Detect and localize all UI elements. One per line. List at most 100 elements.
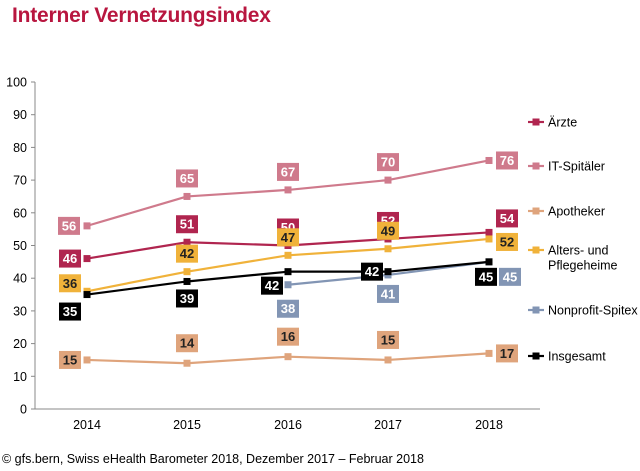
series-5-label-box	[176, 289, 198, 308]
series-2-point	[183, 359, 191, 367]
series-2-point	[284, 353, 292, 361]
legend-marker	[532, 352, 540, 360]
series-4-data-label: 41	[381, 286, 395, 301]
legend-marker	[532, 118, 540, 126]
y-tick-label: 70	[13, 174, 27, 188]
series-5-label-box	[261, 276, 283, 295]
x-tick-label: 2017	[374, 418, 402, 432]
series-5-data-label: 35	[63, 304, 77, 319]
series-1-data-label: 76	[500, 153, 514, 168]
x-tick-label: 2015	[173, 418, 201, 432]
legend-label: Ärzte	[548, 116, 577, 130]
y-tick-label: 20	[13, 337, 27, 351]
x-tick-label: 2018	[475, 418, 503, 432]
legend-label: Insgesamt	[548, 350, 606, 364]
series-1-label-box	[496, 151, 518, 170]
series-0-data-label: 54	[500, 211, 515, 226]
series-3-point	[183, 268, 191, 276]
series-4-label-box	[277, 299, 299, 318]
series-2-data-label: 15	[381, 332, 395, 347]
y-tick-label: 80	[13, 141, 27, 155]
series-3-label-box	[496, 232, 518, 251]
legend-marker	[532, 207, 540, 215]
y-tick-label: 40	[13, 272, 27, 286]
series-1-point	[183, 192, 191, 200]
series-0-point	[183, 238, 191, 246]
series-5-point	[384, 268, 392, 276]
series-3-data-label: 47	[281, 230, 295, 245]
series-1-point	[485, 156, 493, 164]
series-1-label-box	[277, 162, 299, 181]
series-0-label-box	[59, 249, 81, 268]
series-5-data-label: 42	[365, 264, 379, 279]
series-5-label-box	[361, 262, 383, 281]
y-tick-label: 100	[6, 76, 27, 90]
series-1-point	[384, 176, 392, 184]
series-5-data-label: 42	[265, 278, 279, 293]
series-3-data-label: 52	[500, 234, 514, 249]
x-tick-label: 2014	[73, 418, 101, 432]
series-1-data-label: 65	[180, 171, 194, 186]
series-0-data-label: 46	[63, 251, 77, 266]
y-tick-label: 10	[13, 370, 27, 384]
series-3-label-box	[59, 274, 81, 293]
series-5-point	[284, 268, 292, 276]
y-tick-label: 60	[13, 206, 27, 220]
series-2-point	[384, 356, 392, 364]
series-3-data-label: 49	[381, 223, 395, 238]
series-2-data-label: 17	[500, 346, 514, 361]
chart-title: Interner Vernetzungsindex	[12, 4, 271, 27]
series-2-label-box	[277, 327, 299, 346]
legend-label: IT-Spitäler	[548, 160, 605, 174]
series-3-label-box	[377, 221, 399, 240]
legend-label: Apotheker	[548, 205, 605, 219]
legend-label: Nonprofit-Spitex	[548, 304, 638, 318]
legend-marker	[532, 306, 540, 314]
series-5-point	[485, 258, 493, 266]
series-2-label-box	[176, 334, 198, 353]
chart-legend: Ärzte IT-Spitäler Apotheker Alters- und Pfle…	[528, 116, 638, 364]
series-1-point	[83, 222, 91, 230]
series-5-data-label: 39	[180, 291, 194, 306]
series-0-label-box	[176, 215, 198, 234]
series-5-line	[86, 260, 490, 296]
series-5-data-label: 45	[479, 269, 493, 284]
y-tick-label: 50	[13, 239, 27, 253]
legend-marker	[532, 162, 540, 170]
series-5-label-box	[59, 302, 81, 321]
series-1-label-box	[58, 216, 80, 235]
series-2-point	[485, 349, 493, 357]
x-tick-label: 2016	[274, 418, 302, 432]
series-3-data-label: 36	[63, 276, 77, 291]
series-5-point	[83, 291, 91, 299]
series-3-data-label: 42	[180, 246, 194, 261]
series-4-point	[284, 281, 292, 289]
series-2-label-box	[59, 350, 81, 369]
series-4-label-box	[377, 284, 399, 303]
series-1-label-box	[377, 153, 399, 172]
series-2-point	[83, 356, 91, 364]
series-1-point	[284, 186, 292, 194]
series-3-point	[485, 235, 493, 243]
series-2-data-label: 14	[180, 336, 195, 351]
series-0-data-label: 51	[180, 217, 194, 232]
series-1-data-label: 70	[381, 155, 395, 170]
series-0-point	[83, 255, 91, 263]
series-1-data-label: 67	[281, 164, 295, 179]
series-4-label-box	[499, 267, 521, 286]
series-3-label-box	[277, 228, 299, 247]
series-1-data-label: 56	[62, 218, 76, 233]
series-5-point	[183, 277, 191, 285]
y-tick-label: 90	[13, 108, 27, 122]
series-2-data-label: 15	[63, 352, 77, 367]
series-4-data-label: 38	[281, 301, 295, 316]
series-0-point	[485, 228, 493, 236]
legend-label: Alters- und Pflegeheime	[548, 244, 618, 273]
series-0-label-box	[496, 209, 518, 228]
series-3-label-box	[176, 244, 198, 263]
series-3-point	[384, 245, 392, 253]
legend-marker	[532, 246, 540, 254]
series-2-label-box	[496, 344, 518, 363]
